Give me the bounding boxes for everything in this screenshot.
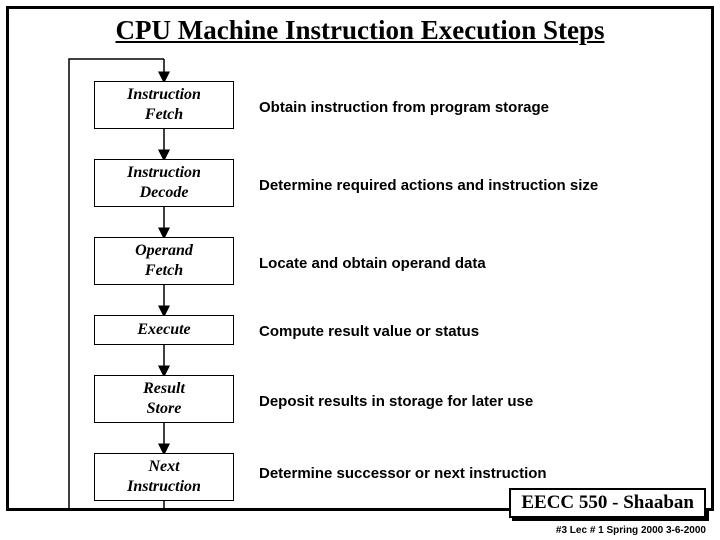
step-desc-4: Deposit results in storage for later use <box>259 393 533 410</box>
step-desc-2: Locate and obtain operand data <box>259 255 486 272</box>
step-box-4: ResultStore <box>94 375 234 423</box>
footer-subtitle: #3 Lec # 1 Spring 2000 3-6-2000 <box>556 525 706 536</box>
step-box-0: InstructionFetch <box>94 81 234 129</box>
step-box-1: InstructionDecode <box>94 159 234 207</box>
footer-course-box: EECC 550 - Shaaban <box>509 488 706 518</box>
step-desc-0: Obtain instruction from program storage <box>259 99 549 116</box>
slide-title: CPU Machine Instruction Execution Steps <box>9 15 711 46</box>
step-box-2: OperandFetch <box>94 237 234 285</box>
step-box-5: NextInstruction <box>94 453 234 501</box>
slide-frame: CPU Machine Instruction Execution Steps … <box>6 6 714 511</box>
footer-course-label: EECC 550 - Shaaban <box>509 488 706 518</box>
step-desc-3: Compute result value or status <box>259 323 479 340</box>
step-box-3: Execute <box>94 315 234 345</box>
step-desc-5: Determine successor or next instruction <box>259 465 547 482</box>
step-desc-1: Determine required actions and instructi… <box>259 177 598 194</box>
